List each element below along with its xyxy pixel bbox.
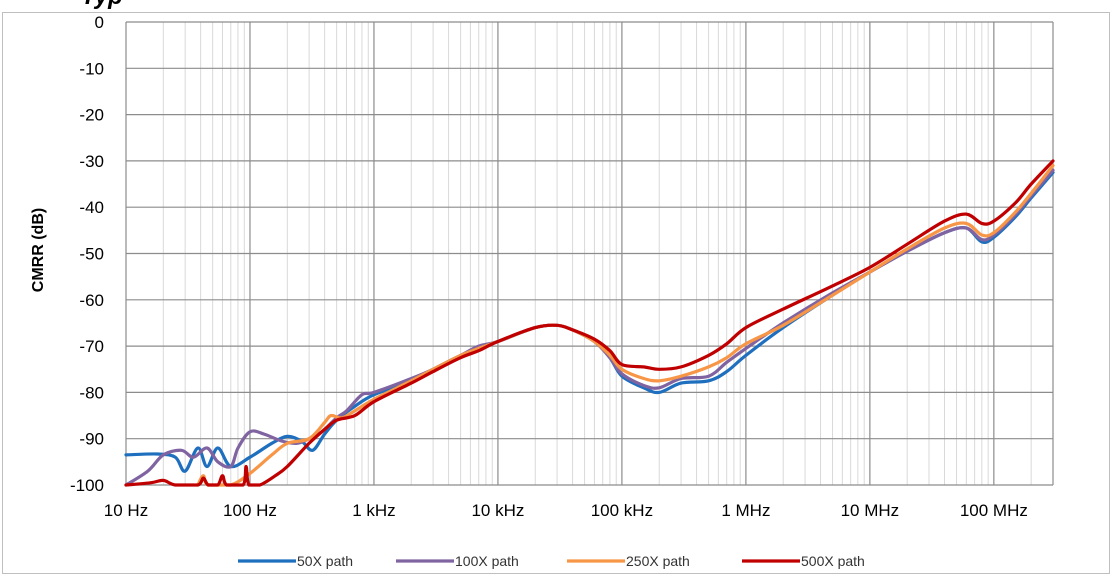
y-tick-label: -30	[79, 152, 104, 171]
series-line-50x-path	[124, 170, 1055, 473]
legend-label: 50X path	[297, 553, 353, 569]
legend-label: 100X path	[455, 553, 519, 569]
x-tick-label: 100 kHz	[591, 501, 653, 520]
series-line-100x-path	[124, 168, 1055, 487]
series-line-250x-path	[196, 163, 1055, 487]
y-tick-label: 0	[95, 13, 104, 32]
x-tick-labels: 10 Hz 100 Hz 1 kHz 10 kHz 100 kHz 1 MHz 10 MHz…	[104, 501, 1028, 520]
major-gridlines	[125, 21, 1054, 486]
x-tick-label: 1 MHz	[721, 501, 770, 520]
y-tick-label: -90	[79, 430, 104, 449]
x-tick-label: 100 MHz	[960, 501, 1028, 520]
y-tick-label: -60	[79, 291, 104, 310]
x-tick-label: 10 Hz	[104, 501, 148, 520]
y-tick-label: -70	[79, 337, 104, 356]
y-tick-label: -50	[79, 245, 104, 264]
y-tick-label: -100	[70, 476, 104, 495]
x-tick-label: 10 kHz	[471, 501, 524, 520]
x-tick-label: 1 kHz	[352, 501, 395, 520]
x-tick-label: 10 MHz	[841, 501, 900, 520]
series-line-500x-path	[124, 159, 1055, 487]
y-tick-label: -80	[79, 383, 104, 402]
legend: 50X path 100X path 250X path 500X path	[238, 553, 865, 569]
y-tick-label: -10	[79, 59, 104, 78]
series-lines	[124, 159, 1055, 487]
x-tick-label: 100 Hz	[223, 501, 277, 520]
legend-label: 500X path	[801, 553, 865, 569]
y-tick-label: -20	[79, 106, 104, 125]
y-tick-labels: 0 -10 -20 -30 -40 -50 -60 -70 -80 -90 -100	[70, 13, 104, 495]
legend-label: 250X path	[626, 553, 690, 569]
chart-title-fragment: Typ	[81, 0, 123, 27]
y-tick-label: -40	[79, 198, 104, 217]
y-axis-label: CMRR (dB)	[30, 208, 47, 292]
